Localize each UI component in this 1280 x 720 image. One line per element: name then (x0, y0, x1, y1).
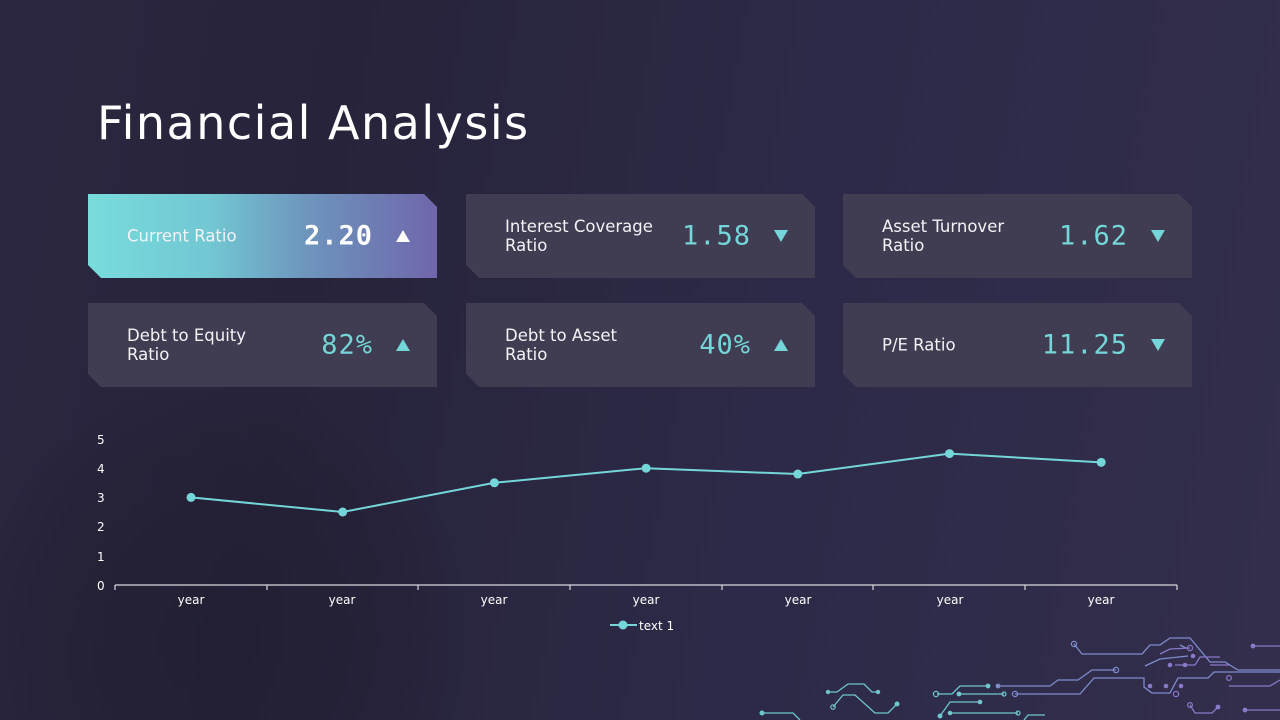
trend-up-icon (396, 230, 410, 242)
trend-down-icon (1151, 339, 1165, 351)
circuit-decoration (759, 637, 1280, 720)
trend-down-icon (774, 230, 788, 242)
y-tick: 5 (97, 433, 105, 447)
trend-down-icon (1151, 230, 1165, 242)
legend-marker-icon (618, 620, 628, 630)
x-tick: year (937, 593, 964, 607)
y-tick: 0 (97, 579, 105, 593)
card-value: 2.20 (303, 220, 373, 252)
x-tick-labels: year year year year year year year (178, 593, 1115, 607)
series-points (186, 449, 1106, 517)
data-point-marker (641, 463, 651, 473)
x-tick: year (178, 593, 205, 607)
x-tick: year (633, 593, 660, 607)
trend-up-icon (774, 339, 788, 351)
x-tick: year (1088, 593, 1115, 607)
data-point-marker (1096, 457, 1106, 467)
card-label: Interest Coverage Ratio (505, 217, 653, 255)
card-value: 40% (699, 329, 751, 361)
card-value: 1.58 (681, 220, 751, 252)
card-current-ratio[interactable]: Current Ratio 2.20 (88, 194, 437, 278)
x-tick: year (785, 593, 812, 607)
card-asset-turnover-ratio[interactable]: Asset Turnover Ratio 1.62 (843, 194, 1192, 278)
y-axis: 0 1 2 3 4 5 (97, 433, 105, 593)
y-tick: 3 (97, 491, 105, 505)
y-tick: 1 (97, 550, 105, 564)
card-value: 11.25 (1041, 329, 1128, 361)
data-point-marker (338, 507, 348, 517)
x-tick: year (329, 593, 356, 607)
series-line-text-1 (190, 452, 1102, 514)
card-label: Asset Turnover Ratio (882, 217, 1005, 255)
x-axis (114, 584, 1178, 590)
y-tick: 4 (97, 462, 105, 476)
y-tick: 2 (97, 520, 105, 534)
card-value: 1.62 (1058, 220, 1128, 252)
card-label: Debt to Asset Ratio (505, 326, 617, 364)
card-debt-to-asset-ratio[interactable]: Debt to Asset Ratio 40% (466, 303, 815, 387)
page-title: Financial Analysis (97, 96, 530, 150)
data-point-marker (793, 469, 803, 479)
x-tick: year (481, 593, 508, 607)
card-value: 82% (321, 329, 373, 361)
data-point-marker (945, 449, 954, 459)
card-label: Debt to Equity Ratio (127, 326, 247, 364)
card-label: Current Ratio (127, 226, 237, 246)
data-point-marker (489, 478, 499, 488)
legend: text 1 (610, 619, 674, 633)
card-pe-ratio[interactable]: P/E Ratio 11.25 (843, 303, 1192, 387)
trend-up-icon (396, 339, 410, 351)
data-point-marker (186, 492, 196, 502)
card-label: P/E Ratio (882, 335, 956, 355)
card-interest-coverage-ratio[interactable]: Interest Coverage Ratio 1.58 (466, 194, 815, 278)
legend-label: text 1 (639, 619, 674, 633)
card-debt-to-equity-ratio[interactable]: Debt to Equity Ratio 82% (88, 303, 437, 387)
